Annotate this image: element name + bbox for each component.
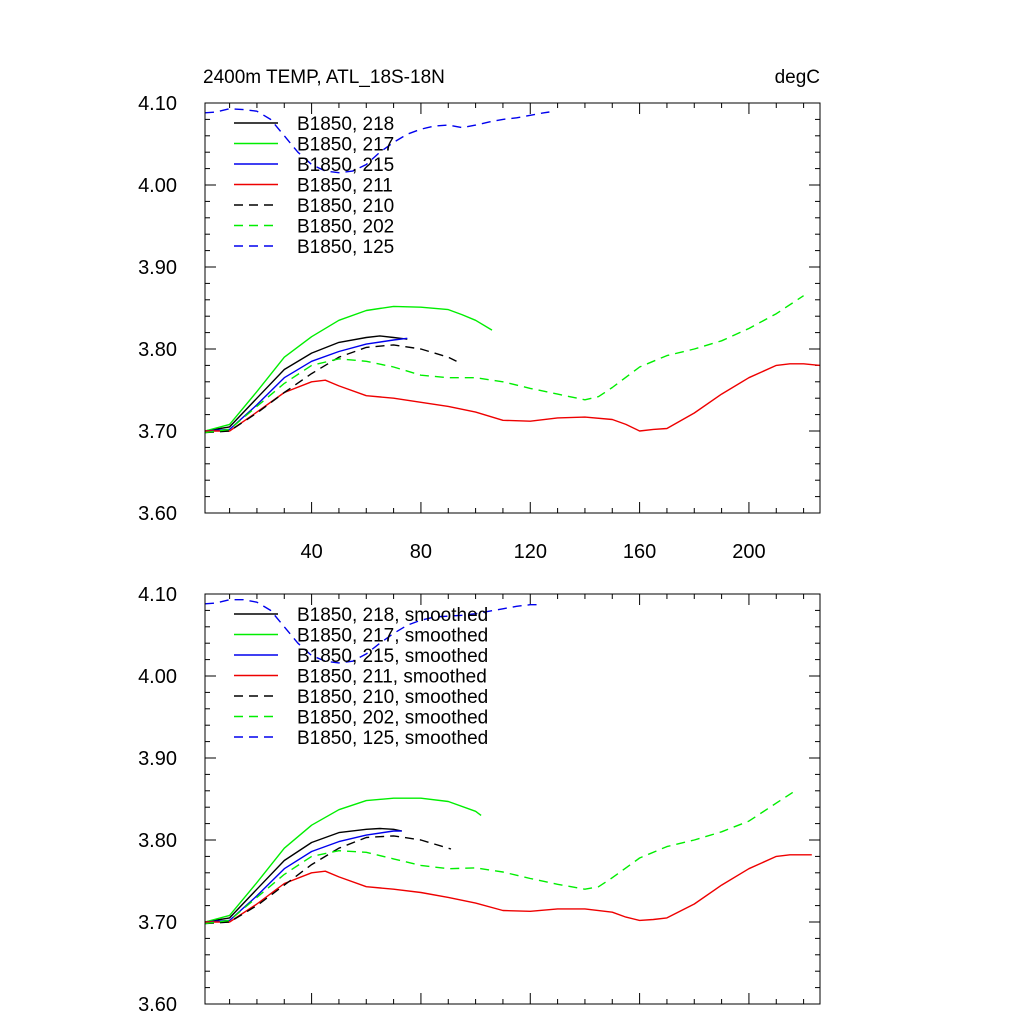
legend-label: B1850, 217 [297, 135, 394, 156]
legend-label: B1850, 211, smoothed [297, 667, 487, 688]
legend-label: B1850, 217, smoothed [297, 626, 488, 647]
y-tick-label: 3.70 [138, 421, 177, 443]
series-line [205, 363, 821, 432]
legend-label: B1850, 125 [297, 237, 394, 258]
series-line [204, 791, 794, 925]
series-line [204, 295, 804, 434]
series-line [204, 335, 408, 432]
y-tick-label: 4.00 [138, 666, 177, 688]
legend-label: B1850, 202 [297, 217, 394, 238]
y-tick-label: 3.80 [138, 830, 177, 852]
y-tick-labels: 3.60 3.70 3.80 3.90 4.00 4.10 [138, 93, 177, 525]
y-tick-label: 4.10 [138, 584, 177, 606]
legend-label: B1850, 210, smoothed [297, 687, 488, 708]
bottom-panel: 3.60 3.70 3.80 3.90 4.00 4.10 B1850, 218, smo… [138, 584, 821, 1016]
y-tick-label: 3.70 [138, 912, 177, 934]
plot-frame [204, 102, 821, 514]
legend-label: B1850, 215 [297, 155, 394, 176]
x-tick-labels: 40 80 120 160 200 [300, 541, 765, 563]
legend-label: B1850, 218, smoothed [297, 605, 488, 626]
y-tick-label: 3.80 [138, 339, 177, 361]
y-tick-label: 4.10 [138, 93, 177, 115]
y-tick-labels: 3.60 3.70 3.80 3.90 4.00 4.10 [138, 584, 177, 1016]
y-tick-label: 4.00 [138, 175, 177, 197]
series-line [204, 827, 402, 923]
y-tick-label: 3.60 [138, 994, 177, 1016]
x-tick-label: 200 [732, 541, 765, 563]
x-tick-label: 120 [514, 541, 547, 563]
legend-label: B1850, 125, smoothed [297, 728, 488, 749]
legend-label: B1850, 215, smoothed [297, 646, 488, 667]
legend-label: B1850, 211 [297, 176, 393, 197]
series-lines [204, 599, 812, 925]
x-tick-label: 160 [623, 541, 656, 563]
legend-label: B1850, 210 [297, 196, 394, 217]
series-line [204, 835, 452, 925]
x-tick-label: 80 [410, 541, 432, 563]
plot-frame [204, 593, 821, 1005]
top-panel: 2400m TEMP, ATL_18S-18N degC 3.60 3.70 3.8… [138, 67, 821, 563]
series-line [204, 305, 493, 432]
series-line [204, 344, 457, 434]
chart-title: 2400m TEMP, ATL_18S-18N [203, 67, 445, 88]
series-lines [204, 108, 821, 434]
y-tick-label: 3.90 [138, 748, 177, 770]
series-line [205, 854, 812, 923]
series-line [204, 599, 542, 664]
series-line [204, 108, 550, 174]
y-tick-label: 3.90 [138, 257, 177, 279]
units-label: degC [775, 67, 820, 88]
legend-label: B1850, 202, smoothed [297, 708, 488, 729]
y-tick-label: 3.60 [138, 503, 177, 525]
series-line [204, 797, 482, 923]
x-tick-label: 40 [300, 541, 322, 563]
legend-label: B1850, 218 [297, 114, 394, 135]
